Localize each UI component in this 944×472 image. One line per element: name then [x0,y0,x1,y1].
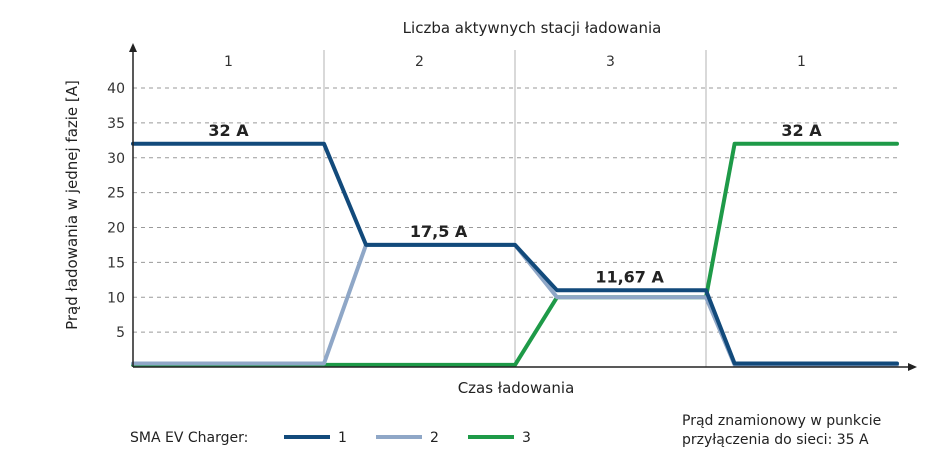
y-axis-label: Prąd ładowania w jednej fazie [A] [63,80,81,330]
x-axis-label: Czas ładowania [458,379,575,397]
y-tick-label: 20 [107,221,125,237]
y-axis-arrow [129,43,137,52]
chart-title: Liczba aktywnych stacji ładowania [403,19,662,37]
legend-title: SMA EV Charger: [130,430,248,446]
rated-current-note: Prąd znamionowy w punkcie przyłączenia d… [682,412,932,450]
series-lines [131,141,899,367]
value-annotation: 32 A [781,121,822,140]
phase-label: 2 [415,54,424,70]
legend-label-1: 1 [338,430,347,446]
y-tick-label: 15 [107,255,125,271]
y-tick-label: 40 [107,81,125,97]
y-tick-labels: 5 10 15 20 25 30 35 40 [107,81,125,341]
legend-label-2: 2 [430,430,439,446]
value-annotation: 17,5 A [410,222,468,241]
series-line-3 [131,141,899,367]
value-annotation: 11,67 A [595,267,664,286]
axes [129,43,917,371]
phase-separators [323,50,707,367]
phase-labels: 1 2 3 1 [224,54,806,70]
note-line-2: przyłączenia do sieci: 35 A [682,432,869,448]
note-line-1: Prąd znamionowy w punkcie [682,413,882,429]
y-tick-label: 30 [107,151,125,167]
series-line-1 [131,141,899,366]
annotations: 32 A 17,5 A 11,67 A 32 A [208,121,822,286]
phase-label: 1 [797,54,806,70]
value-annotation: 32 A [208,121,249,140]
y-tick-label: 10 [107,290,125,306]
phase-label: 1 [224,54,233,70]
legend: SMA EV Charger: 1 2 3 [130,430,531,446]
legend-label-3: 3 [522,430,531,446]
y-tick-label: 5 [116,325,125,341]
x-axis-arrow [908,363,917,371]
y-tick-label: 25 [107,186,125,202]
phase-label: 3 [606,54,615,70]
y-tick-label: 35 [107,116,125,132]
